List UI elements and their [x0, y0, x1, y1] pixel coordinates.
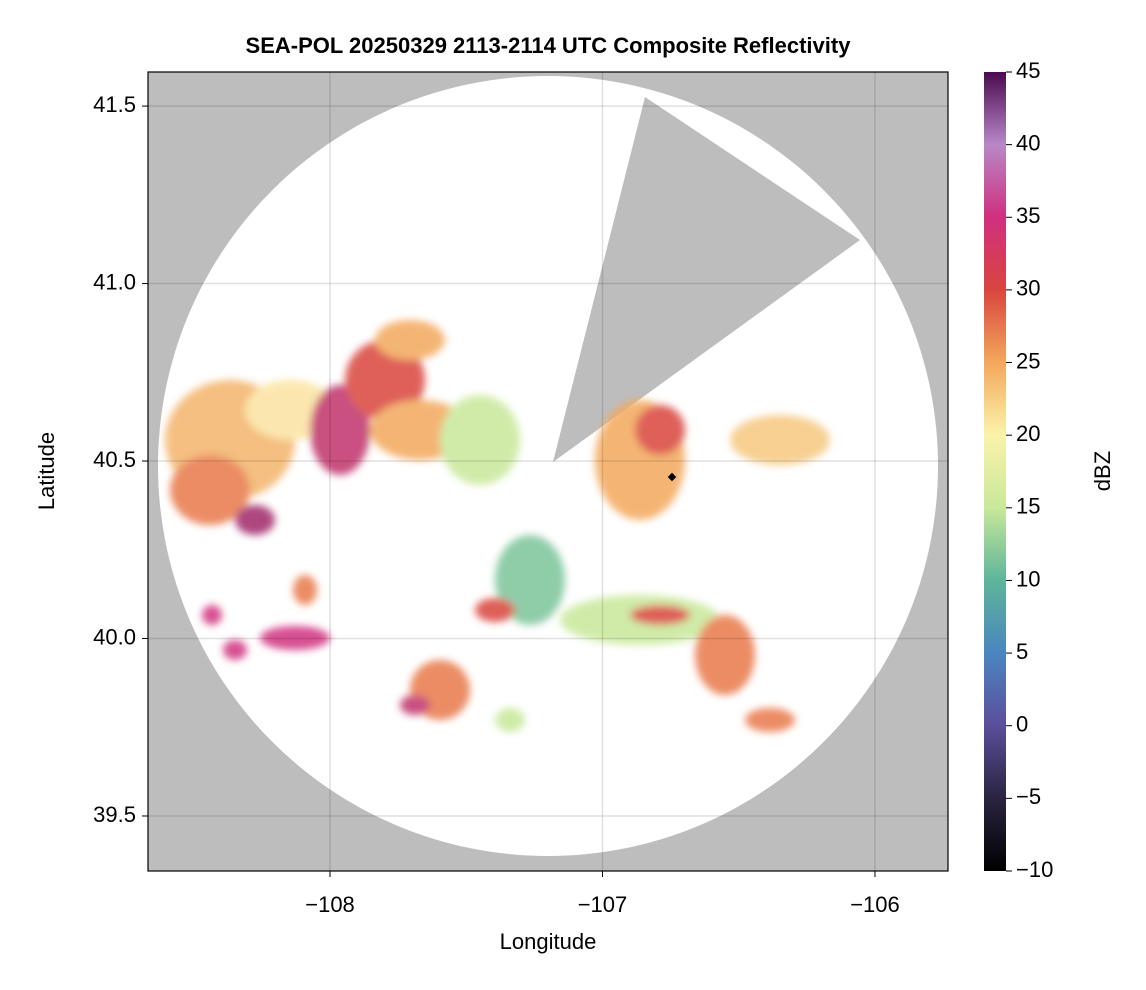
blocked-sector — [553, 97, 860, 462]
x-tick-label: −106 — [850, 892, 900, 917]
y-tick-label: 39.5 — [93, 802, 136, 827]
colorbar-tick-label: −5 — [1016, 784, 1041, 809]
echoes — [165, 320, 830, 732]
y-tick-label: 41.5 — [93, 92, 136, 117]
x-axis-label: Longitude — [500, 929, 597, 954]
colorbar-tick-label: 35 — [1016, 203, 1040, 228]
colorbar-tick-label: 10 — [1016, 566, 1040, 591]
colorbar-tick-label: 5 — [1016, 639, 1028, 664]
colorbar-label: dBZ — [1090, 451, 1115, 491]
colorbar — [984, 72, 1006, 871]
radar-site — [667, 472, 677, 482]
y-tick-label: 41.0 — [93, 269, 136, 294]
chart-title: SEA-POL 20250329 2113-2114 UTC Composite… — [246, 33, 852, 58]
colorbar-tick-label: 40 — [1016, 130, 1040, 155]
colorbar-tick-label: 45 — [1016, 58, 1040, 83]
y-axis-label: Latitude — [34, 432, 59, 510]
colorbar-tick-label: 15 — [1016, 494, 1040, 519]
y-tick-label: 40.0 — [93, 624, 136, 649]
plot-area — [148, 72, 948, 871]
x-tick-label: −107 — [578, 892, 628, 917]
plot-frame — [147, 71, 949, 872]
x-tick-label: −108 — [305, 892, 355, 917]
colorbar-tick-label: 20 — [1016, 421, 1040, 446]
colorbar-tick-label: −10 — [1016, 857, 1053, 882]
y-tick-label: 40.5 — [93, 447, 136, 472]
colorbar-tick-label: 0 — [1016, 712, 1028, 737]
colorbar-tick-label: 25 — [1016, 348, 1040, 373]
colorbar-tick-label: 30 — [1016, 276, 1040, 301]
